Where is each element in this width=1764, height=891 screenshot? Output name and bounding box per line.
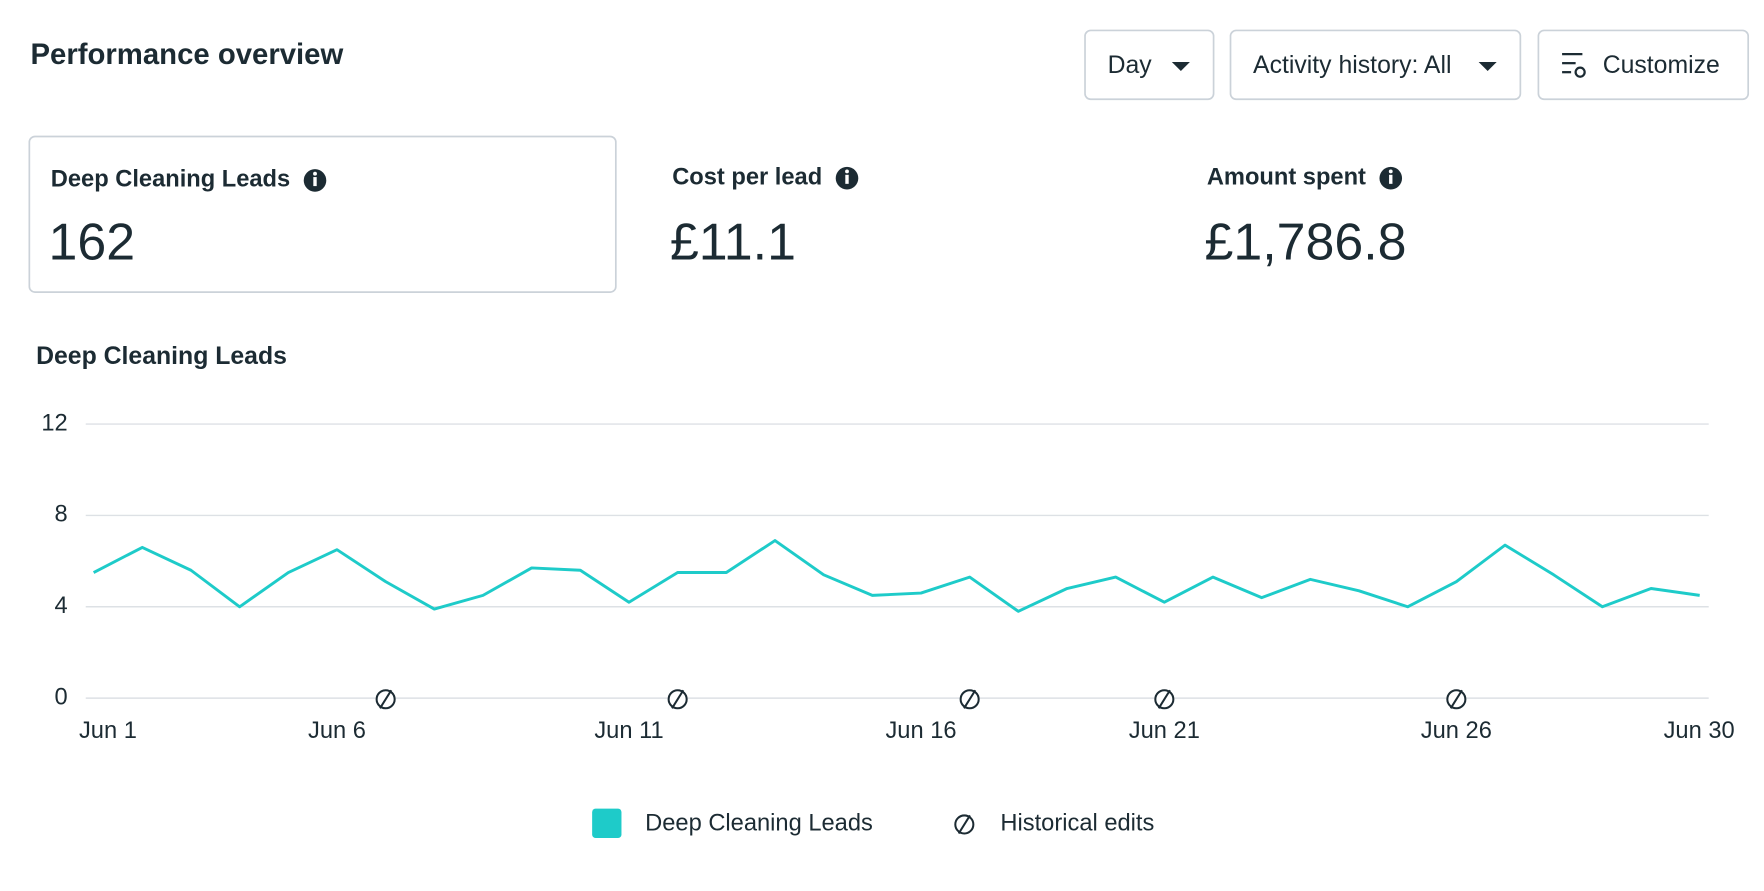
series-line: [92, 539, 1700, 613]
button-label: Activity history: All: [1253, 52, 1451, 79]
metric-value: £11.1: [670, 213, 796, 271]
x-tick-label: Jun 16: [885, 718, 956, 744]
x-tick-label: Jun 26: [1421, 718, 1492, 744]
button-frame: [1537, 29, 1750, 101]
page-title: Performance overview: [30, 38, 343, 71]
y-tick-label: 12: [41, 410, 67, 436]
x-tick-label: Jun 21: [1129, 718, 1200, 744]
chart-title: Deep Cleaning Leads: [36, 343, 287, 370]
legend-edit-icon-slash: [957, 814, 971, 835]
metric-label: Cost per lead: [672, 164, 822, 190]
info-icon-dot: [1388, 169, 1393, 174]
metric-label: Deep Cleaning Leads: [51, 167, 290, 193]
historical-edit-marker-slash: [963, 689, 977, 709]
historical-edit-marker-slash: [1449, 689, 1463, 709]
activity-button[interactable]: Activity history: All: [1229, 29, 1522, 101]
x-tick-label: Jun 11: [594, 718, 663, 744]
x-tick-label: Jun 30: [1664, 718, 1735, 744]
info-icon-bar: [845, 174, 849, 184]
metric-value: £1,786.8: [1205, 213, 1407, 271]
legend-label: Historical edits: [1000, 811, 1154, 837]
caret: [1478, 62, 1497, 72]
chart: 0 4 8 12 Jun 1 Jun 6 Jun 11 Jun 16 Jun 21 Jun 26 J…: [41, 410, 1735, 838]
y-tick-label: 0: [55, 684, 68, 710]
metric-label: Amount spent: [1207, 164, 1366, 190]
x-tick-label: Jun 1: [79, 718, 137, 744]
info-icon-bar: [313, 177, 317, 187]
customize-button[interactable]: Customize: [1537, 29, 1750, 101]
legend-swatch: [592, 808, 622, 838]
button-label: Customize: [1603, 52, 1720, 79]
button-frame: [1229, 29, 1522, 101]
historical-edit-marker-slash: [379, 689, 393, 709]
y-tick-label: 8: [55, 502, 68, 528]
legend-label: Deep Cleaning Leads: [645, 811, 873, 837]
historical-edit-marker-slash: [1157, 689, 1171, 709]
info-icon-bar: [1389, 174, 1393, 184]
historical-edit-marker-slash: [671, 689, 685, 709]
y-tick-label: 4: [55, 593, 68, 619]
metrics: Deep Cleaning Leads 162 Cost per lead £11.1…: [49, 164, 1407, 270]
info-icon-dot: [313, 171, 317, 176]
day-button[interactable]: Day: [1084, 29, 1215, 101]
selected-metric-card[interactable]: [28, 135, 617, 293]
metric-value: 162: [49, 213, 136, 271]
info-icon-dot: [845, 169, 849, 174]
customize-icon: [1562, 53, 1586, 78]
caret: [1171, 62, 1190, 72]
button-frame: [1084, 29, 1215, 101]
button-label: Day: [1108, 52, 1153, 79]
x-tick-label: Jun 6: [308, 718, 366, 744]
